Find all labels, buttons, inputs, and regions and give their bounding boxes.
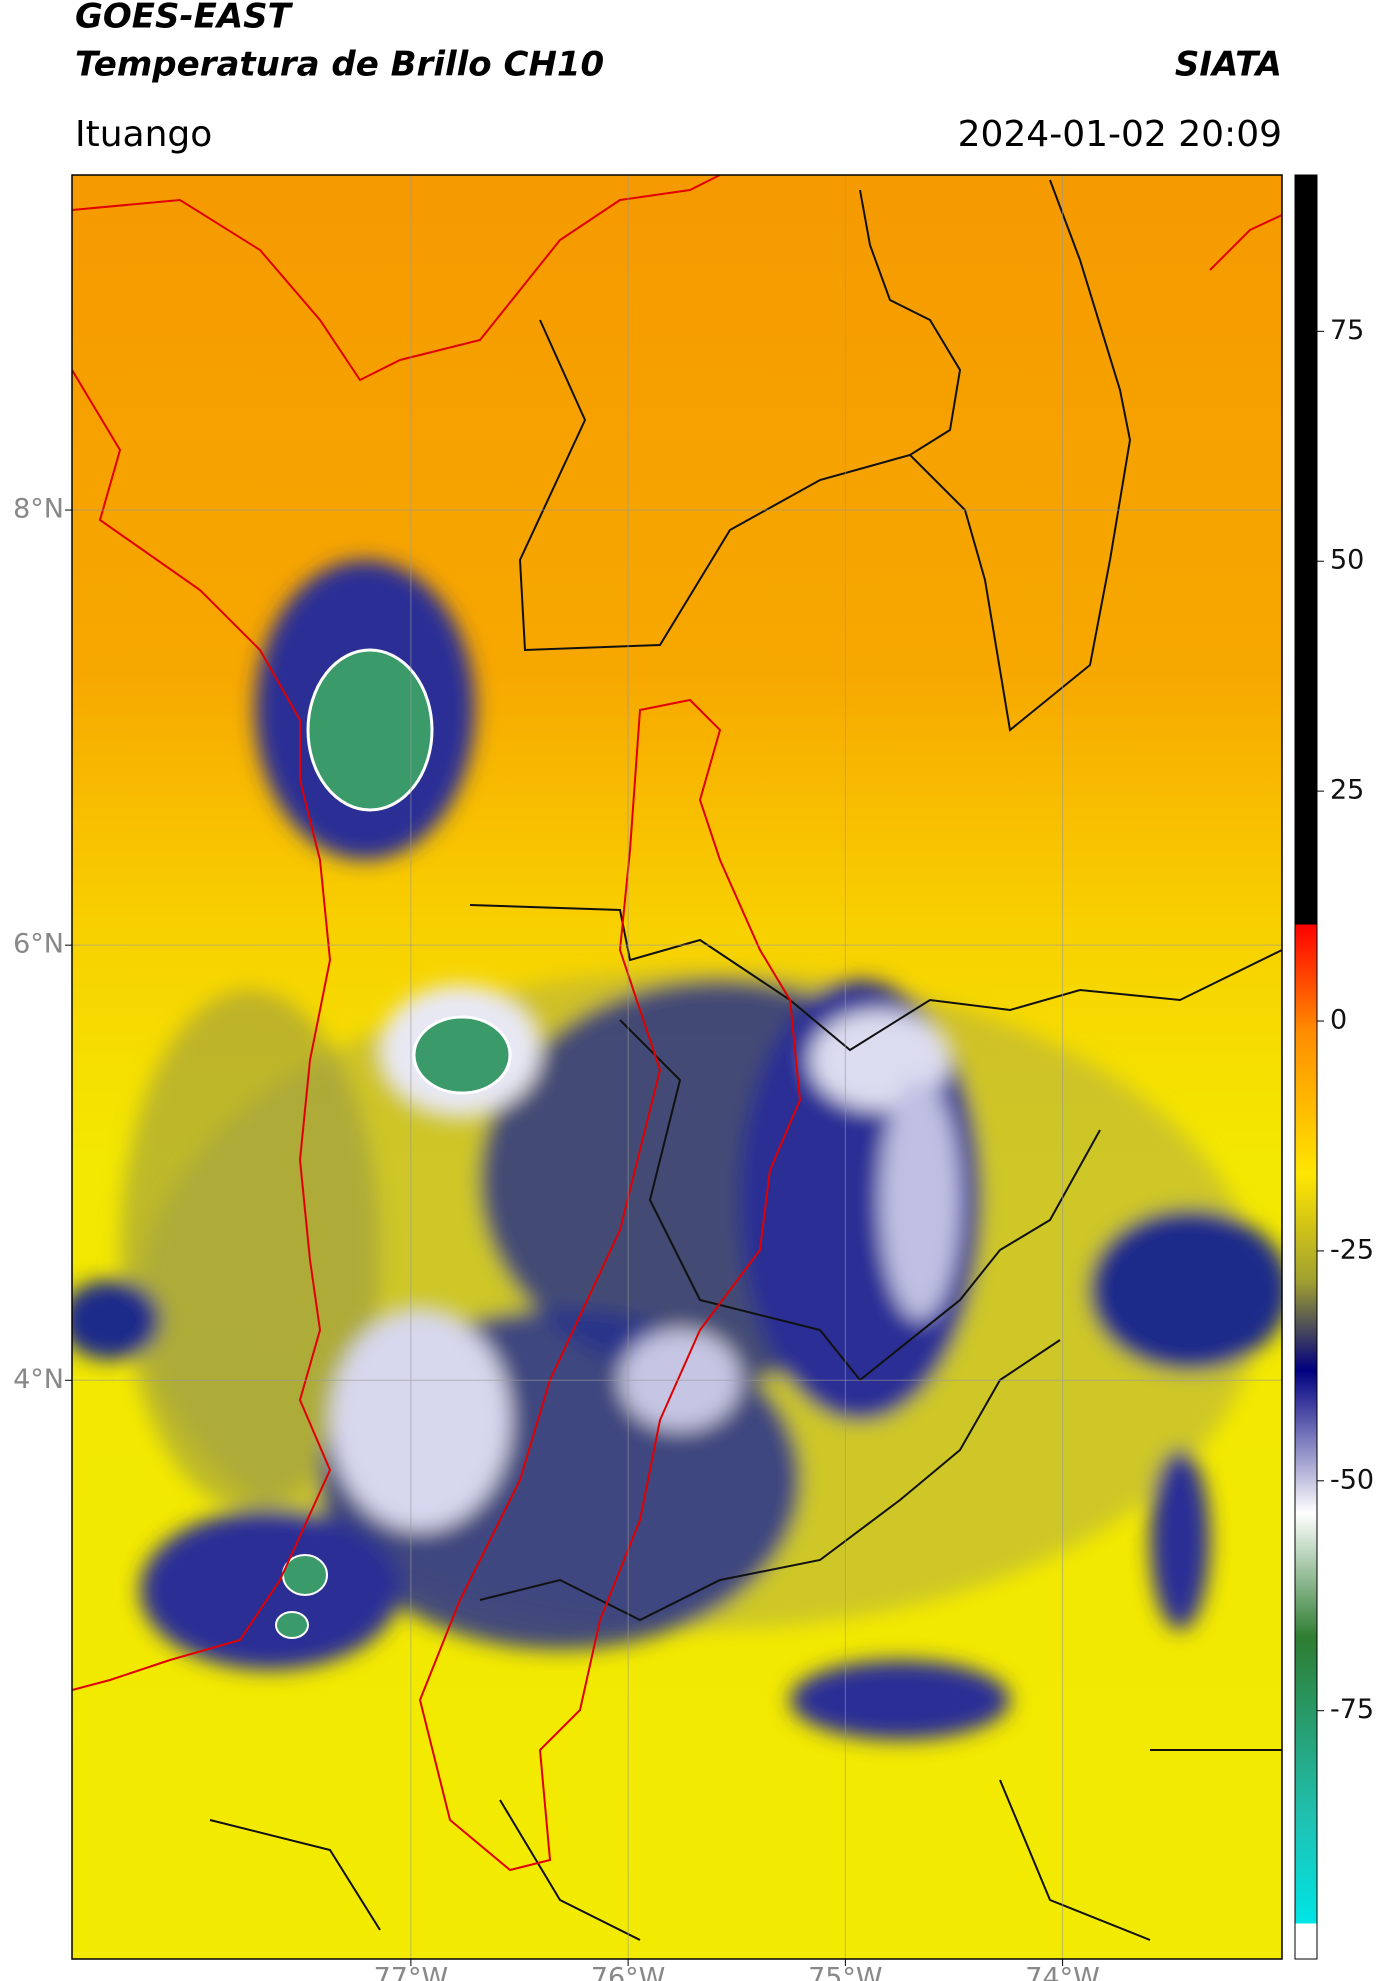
cold-core [412,1015,512,1095]
colorbar-label: 50 [1330,545,1364,576]
map-frame [71,174,1283,1960]
lat-label: 6°N [13,929,64,960]
boundaries [209,179,1282,1941]
cold-core [306,648,434,812]
cold-core [275,1611,309,1639]
lon-label: 75°W [808,1963,883,1981]
colorbar-label: -50 [1330,1464,1374,1495]
colorbar-label: -75 [1330,1694,1374,1725]
lon-label: 77°W [374,1963,449,1981]
graticule [72,175,1282,1959]
lat-label: 8°N [13,494,64,525]
lon-label: 76°W [591,1963,666,1981]
colorbar-label: 0 [1330,1005,1347,1036]
colorbar-label: 25 [1330,775,1364,806]
lon-label: 74°W [1025,1963,1100,1981]
lat-label: 4°N [13,1364,64,1395]
brand: SIATA [1175,45,1282,85]
axis-labels: 77°W 76°W 75°W 74°W 8°N 6°N 4°N 75 50 25 0 -25 -50 -7… [13,315,1374,1981]
datetime: 2024-01-02 20:09 [958,114,1282,155]
subtitle: Temperatura de Brillo CH10 [75,45,604,85]
title: GOES-EAST [75,0,294,37]
location: Ituango [75,114,212,155]
department-boundaries [72,175,1282,1872]
colorbar-label: -25 [1330,1234,1374,1265]
colorbar [1294,174,1318,1960]
map [72,175,1282,1959]
colorbar-label: 75 [1330,315,1364,346]
